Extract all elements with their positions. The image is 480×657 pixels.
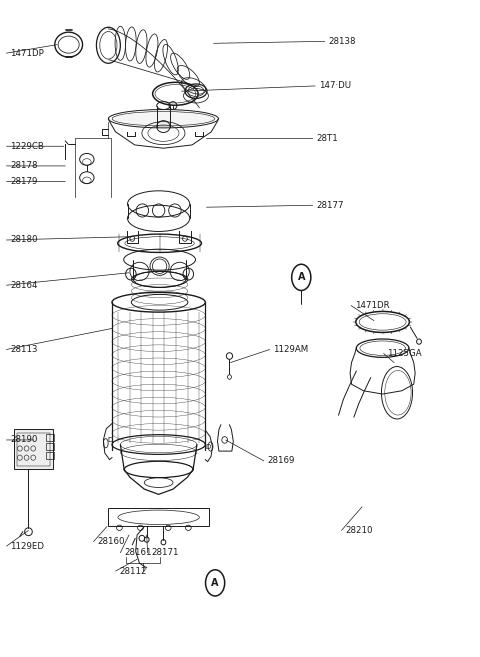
- Bar: [17, 433, 50, 466]
- Text: 1471DR: 1471DR: [355, 301, 389, 310]
- Text: D: D: [107, 437, 112, 443]
- Text: 28190: 28190: [10, 436, 37, 444]
- Text: 1229CB: 1229CB: [10, 142, 44, 150]
- Text: 28179: 28179: [10, 177, 37, 186]
- Text: D: D: [205, 443, 210, 449]
- Text: 1129ED: 1129ED: [10, 541, 44, 551]
- Text: 28169: 28169: [268, 457, 295, 465]
- Text: 28210: 28210: [345, 526, 373, 535]
- Text: 28T1: 28T1: [317, 134, 338, 143]
- Text: 1125GA: 1125GA: [387, 349, 422, 358]
- Text: 28171: 28171: [152, 548, 179, 557]
- Text: 28177: 28177: [317, 201, 344, 210]
- Text: 28112: 28112: [120, 566, 147, 576]
- Bar: [46, 434, 54, 441]
- Text: 1129AM: 1129AM: [274, 345, 309, 354]
- Text: 28164: 28164: [10, 281, 38, 290]
- Bar: [46, 453, 54, 459]
- Text: 28180: 28180: [10, 235, 38, 244]
- Text: 1471DP: 1471DP: [10, 49, 44, 58]
- Bar: [46, 443, 54, 450]
- Circle shape: [292, 264, 311, 290]
- Text: 28178: 28178: [10, 162, 38, 170]
- Text: 147·DU: 147·DU: [319, 81, 351, 91]
- Text: A: A: [211, 578, 219, 588]
- Text: 28160: 28160: [97, 537, 125, 546]
- Circle shape: [205, 570, 225, 596]
- Text: A: A: [298, 273, 305, 283]
- Text: 28161: 28161: [124, 548, 152, 557]
- Text: 28113: 28113: [10, 345, 38, 354]
- Bar: [14, 429, 53, 470]
- Text: 28138: 28138: [328, 37, 356, 46]
- Bar: [108, 508, 209, 526]
- Ellipse shape: [108, 110, 218, 128]
